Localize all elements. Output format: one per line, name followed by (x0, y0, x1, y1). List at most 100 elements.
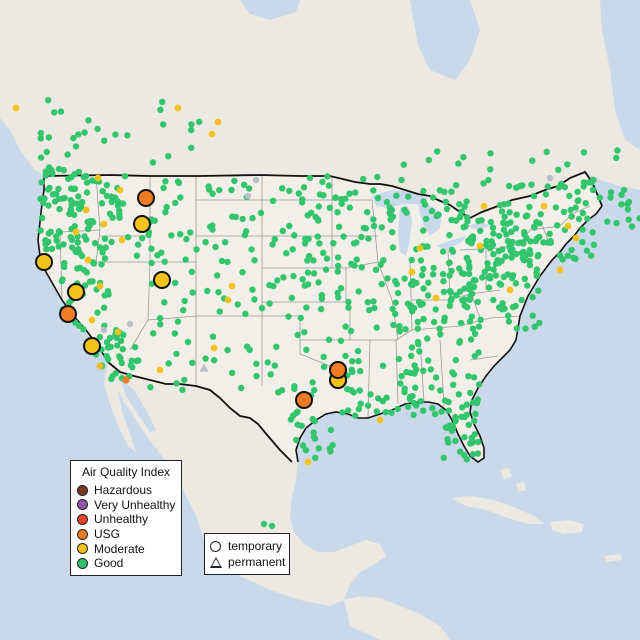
monitor-good (314, 233, 321, 240)
monitor-good (162, 178, 169, 185)
monitor-good (530, 192, 538, 200)
monitor-inactive (126, 320, 134, 328)
monitor-good (432, 410, 439, 418)
monitor-good (364, 299, 371, 306)
lake-erie (436, 236, 466, 250)
state-line (147, 261, 197, 321)
monitor-moderate (224, 296, 232, 304)
monitor-good (350, 240, 358, 247)
monitor-good (471, 431, 478, 438)
monitor-good (320, 249, 327, 256)
monitor-good (43, 148, 50, 156)
monitor-good (55, 165, 63, 173)
monitor-good (80, 173, 87, 181)
monitor-good (375, 395, 382, 402)
monitor-good (393, 192, 400, 199)
monitor-good (468, 313, 476, 320)
puerto-rico-land (604, 554, 622, 562)
monitor-moderate (208, 130, 216, 138)
monitor-good (490, 230, 497, 237)
monitor-good (420, 285, 427, 292)
monitor-good (76, 249, 83, 256)
monitor-good (520, 248, 527, 256)
monitor-inactive (252, 176, 260, 184)
monitor-good (477, 227, 484, 235)
us-land (38, 172, 602, 462)
monitor-good (315, 203, 322, 210)
monitor-good (297, 314, 304, 322)
monitor-good (310, 257, 317, 264)
monitor-good (58, 277, 65, 285)
monitor-good (456, 214, 464, 221)
monitor-good (243, 343, 251, 350)
monitor-good (440, 454, 447, 461)
monitor-good (437, 387, 444, 394)
monitor-good (315, 279, 322, 286)
monitor-good (116, 210, 123, 218)
monitor-good (285, 313, 292, 320)
monitor-good (45, 134, 53, 141)
monitor-good (420, 315, 427, 323)
monitor-good (91, 240, 99, 247)
monitor-good (406, 393, 414, 400)
monitor-good (101, 255, 109, 262)
monitor-moderate (96, 282, 104, 290)
monitor-good (394, 405, 401, 413)
monitor-good (148, 245, 155, 252)
monitor-good (271, 236, 278, 243)
monitor-good (339, 409, 346, 416)
monitor-good (75, 193, 82, 200)
monitor-good (94, 309, 101, 316)
monitor-good (450, 381, 457, 388)
monitor-good (300, 184, 308, 191)
monitor-good (528, 181, 535, 188)
monitor-good (398, 176, 405, 184)
monitor-good (374, 173, 381, 181)
monitor-good (302, 447, 310, 454)
monitor-good (231, 177, 238, 185)
shape-legend-temporary: temporary (205, 538, 289, 554)
monitor-good (303, 304, 310, 311)
monitor-good (295, 190, 302, 197)
monitor-good (413, 279, 420, 287)
monitor-good (51, 109, 58, 116)
lake-ontario (466, 222, 490, 230)
monitor-good (353, 256, 360, 263)
monitor-good (384, 275, 391, 282)
state-line (395, 329, 413, 341)
monitor-good (513, 211, 520, 218)
monitor-good (405, 193, 412, 200)
monitor-good (408, 344, 416, 351)
monitor-good (445, 439, 452, 446)
monitor-good (474, 298, 481, 306)
legend-label: Good (94, 556, 124, 571)
monitor-good (388, 409, 395, 416)
monitor-good (334, 262, 342, 270)
monitor-good (55, 228, 63, 235)
monitor-moderate (376, 416, 384, 424)
monitor-good (572, 204, 579, 211)
monitor-good (177, 231, 184, 238)
monitor-good (347, 327, 355, 335)
monitor-good (459, 297, 466, 304)
monitor-good (469, 236, 477, 243)
monitor-good (323, 255, 331, 262)
monitor-good (498, 257, 505, 265)
monitor-good (37, 154, 45, 161)
monitor-moderate (12, 104, 20, 112)
monitor-good (434, 148, 441, 155)
monitor-good (274, 277, 281, 284)
monitor-good (216, 186, 223, 194)
monitor-good (103, 352, 110, 360)
monitor-good (429, 405, 436, 412)
monitor-good (312, 213, 319, 221)
monitor-good (463, 401, 470, 408)
monitor-good (249, 286, 256, 293)
monitor-good (607, 189, 615, 196)
monitor-good (471, 330, 479, 337)
monitor-good (326, 204, 333, 211)
monitor-good (448, 427, 456, 435)
monitor-good (304, 269, 312, 276)
monitor-good (389, 305, 396, 313)
monitor-good (463, 198, 470, 205)
